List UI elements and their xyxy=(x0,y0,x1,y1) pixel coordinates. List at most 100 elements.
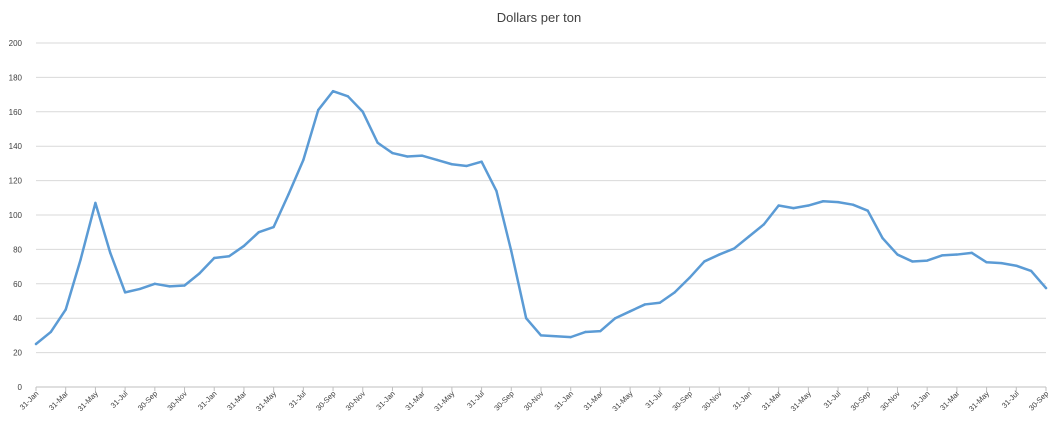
data-point xyxy=(168,285,171,288)
data-point xyxy=(940,254,944,257)
data-point xyxy=(302,158,305,162)
x-axis-ticks: 31-Jan 31-Mar 31-May 31-Jul 30-Sep 30-Nov 31-J… xyxy=(18,387,1048,413)
x-tick-label: 31-Jan xyxy=(553,389,576,412)
data-point xyxy=(198,272,201,275)
x-tick-label: 31-Mar xyxy=(403,389,427,413)
x-tick-label: 31-Mar xyxy=(47,389,71,413)
y-tick-label: 0 xyxy=(18,383,23,392)
x-tick-label: 31-Jan xyxy=(909,389,932,412)
data-point xyxy=(539,334,543,337)
data-point xyxy=(955,253,959,256)
y-tick-label: 120 xyxy=(9,177,23,186)
data-point xyxy=(925,259,929,262)
data-point xyxy=(183,284,186,287)
y-tick-label: 20 xyxy=(13,349,22,358)
data-point xyxy=(317,108,320,112)
y-tick-label: 140 xyxy=(9,142,23,151)
data-point xyxy=(658,301,662,304)
x-tick-label: 31-Jan xyxy=(374,389,397,412)
data-point xyxy=(109,251,112,255)
data-point xyxy=(628,310,632,313)
x-tick-label: 30-Nov xyxy=(522,389,546,413)
x-tick-label: 31-Jul xyxy=(465,389,486,410)
data-point xyxy=(227,255,231,258)
data-point xyxy=(480,160,483,163)
y-tick-label: 160 xyxy=(9,108,23,117)
data-point xyxy=(614,317,617,320)
x-tick-label: 31-Mar xyxy=(225,389,249,413)
data-point xyxy=(510,249,513,253)
y-tick-label: 100 xyxy=(9,211,23,220)
y-tick-label: 60 xyxy=(13,280,22,289)
x-tick-label: 31-Jan xyxy=(18,389,41,412)
x-tick-label: 31-Jan xyxy=(196,389,219,412)
data-point xyxy=(569,335,572,339)
chart-title: Dollars per ton xyxy=(497,10,582,25)
x-tick-label: 30-Sep xyxy=(670,389,693,412)
data-point xyxy=(153,282,157,285)
data-point xyxy=(123,291,127,294)
data-point xyxy=(287,193,290,196)
data-point xyxy=(836,200,840,204)
data-point xyxy=(747,235,751,238)
data-point xyxy=(495,189,498,193)
data-point xyxy=(361,110,364,114)
x-tick-label: 30-Nov xyxy=(700,389,724,413)
x-tick-label: 31-Jul xyxy=(109,389,130,410)
x-tick-label: 30-Sep xyxy=(1027,389,1048,412)
data-point xyxy=(718,253,721,256)
y-tick-label: 80 xyxy=(13,245,22,254)
data-point xyxy=(762,223,765,226)
x-tick-label: 31-Mar xyxy=(938,389,962,413)
data-point xyxy=(406,155,409,158)
data-point xyxy=(822,200,825,203)
x-tick-label: 30-Nov xyxy=(344,389,368,413)
data-point xyxy=(881,237,884,240)
y-axis-ticks: 0 20 40 60 80 100 120 140 160 180 200 xyxy=(9,39,23,392)
y-tick-label: 200 xyxy=(9,39,23,48)
data-point xyxy=(272,225,275,229)
data-point xyxy=(213,256,216,260)
data-point xyxy=(643,303,647,306)
data-point xyxy=(450,163,454,166)
data-point xyxy=(703,260,706,263)
x-tick-label: 31-Jan xyxy=(731,389,754,412)
data-point xyxy=(777,204,780,207)
data-point xyxy=(1015,264,1018,267)
x-tick-label: 31-Jul xyxy=(287,389,308,410)
data-point xyxy=(524,317,528,320)
x-tick-label: 31-May xyxy=(432,389,456,413)
data-point xyxy=(1000,261,1003,265)
gridlines xyxy=(36,42,1046,354)
data-point xyxy=(242,244,246,248)
x-tick-label: 31-May xyxy=(254,389,278,413)
x-tick-label: 31-Mar xyxy=(760,389,784,413)
y-tick-label: 40 xyxy=(13,314,22,323)
x-tick-label: 30-Nov xyxy=(878,389,902,413)
x-tick-label: 31-Jul xyxy=(643,389,664,410)
x-tick-label: 31-Jul xyxy=(822,389,843,410)
data-point xyxy=(911,260,914,263)
data-point xyxy=(465,164,468,168)
data-point xyxy=(851,203,855,206)
data-point xyxy=(94,201,97,205)
series-line xyxy=(34,89,1048,346)
data-point xyxy=(346,95,350,98)
data-point xyxy=(138,287,142,291)
y-tick-label: 180 xyxy=(9,73,23,82)
data-point xyxy=(376,141,379,144)
data-point xyxy=(64,308,67,311)
data-point xyxy=(1044,286,1048,290)
data-point xyxy=(673,291,676,294)
data-point xyxy=(391,151,394,155)
data-point xyxy=(435,158,439,162)
data-point xyxy=(331,89,335,93)
x-tick-label: 31-May xyxy=(610,389,634,413)
x-tick-label: 30-Sep xyxy=(314,389,337,412)
data-point xyxy=(792,206,795,210)
data-point xyxy=(866,209,869,212)
data-point xyxy=(599,329,602,333)
x-tick-label: 31-Mar xyxy=(582,389,606,413)
x-tick-label: 31-Jul xyxy=(1000,389,1021,410)
